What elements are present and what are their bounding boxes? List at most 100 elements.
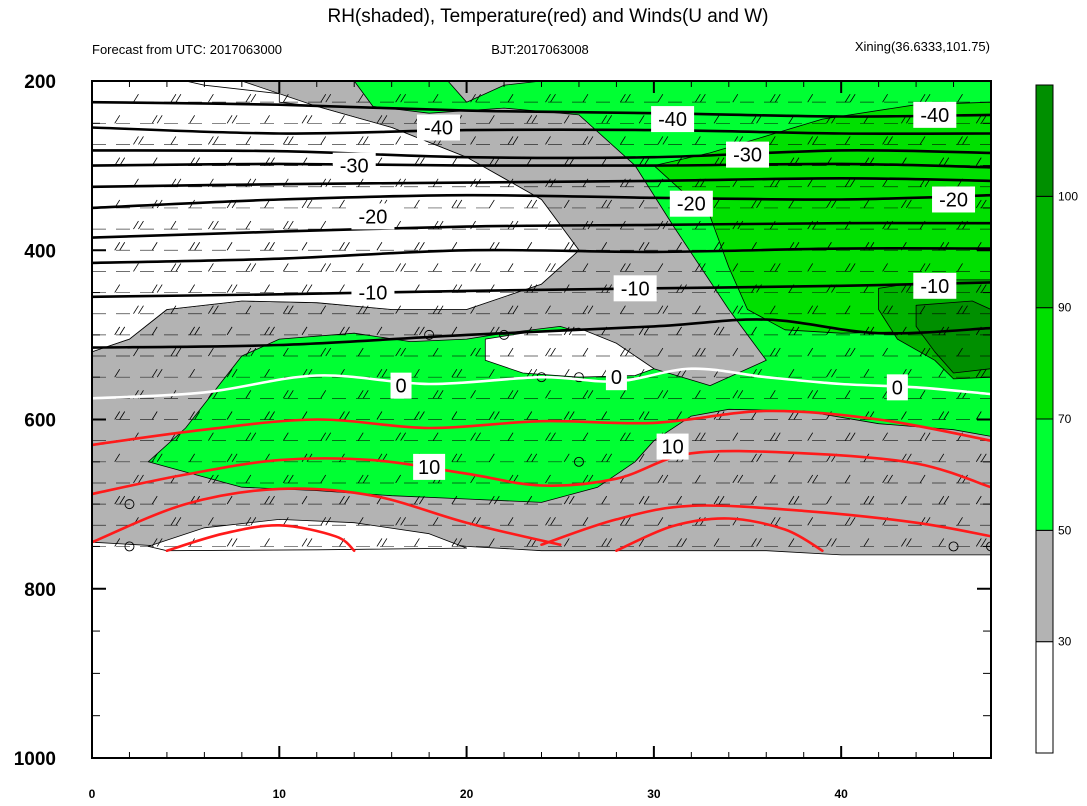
station-label: Xining(36.6333,101.75) bbox=[855, 39, 990, 54]
contour-label-text: 0 bbox=[395, 376, 406, 398]
temperature-contours bbox=[92, 100, 991, 552]
contour-label-text: -30 bbox=[733, 145, 762, 167]
contour-label: -20 bbox=[669, 190, 713, 217]
isotherm--20-5 bbox=[92, 193, 991, 210]
y-tick-label: 200 bbox=[24, 72, 56, 93]
isotherm-0-9 bbox=[92, 318, 991, 349]
rh-region-green_darkest-7 bbox=[915, 300, 991, 374]
calm-wind-marker bbox=[124, 541, 135, 552]
isotherm--30-3 bbox=[92, 162, 991, 169]
x-tick-label: 30 bbox=[647, 787, 661, 801]
wind-barb-row-375 bbox=[92, 220, 991, 230]
contour-label-text: -30 bbox=[340, 156, 369, 178]
contour-label-text: 0 bbox=[892, 377, 903, 399]
chart-title: RH(shaded), Temperature(red) and Winds(U… bbox=[327, 6, 768, 27]
contour-label: -30 bbox=[332, 152, 376, 179]
contour-label-text: -20 bbox=[677, 194, 706, 216]
wind-barb-row-750 bbox=[92, 538, 991, 547]
contour-label: -30 bbox=[726, 141, 770, 168]
isotherm-10-14 bbox=[540, 504, 991, 546]
isotherm--20-4 bbox=[92, 176, 991, 189]
contour-label-text: -40 bbox=[658, 109, 687, 131]
contour-label-text: 0 bbox=[611, 367, 622, 389]
contour-labels: -40 -40 -40 -30 -30 -20 -20 -20 -10 -10 -10 0 0 0 10 10 bbox=[332, 101, 976, 480]
isotherm-10-12 bbox=[92, 449, 991, 496]
forecast-label: Forecast from UTC: 2017063000 bbox=[92, 42, 282, 57]
colorbar-label: 30 bbox=[1058, 635, 1072, 649]
calm-wind-marker bbox=[424, 329, 435, 340]
colorbar-bin bbox=[1035, 641, 1054, 754]
wind-barb-row-475 bbox=[92, 305, 991, 315]
calm-wind-marker bbox=[499, 329, 509, 340]
colorbar-bin bbox=[1035, 307, 1054, 420]
contour-label-text: 10 bbox=[661, 437, 683, 459]
isotherm--10-6 bbox=[92, 221, 991, 239]
y-tick-label: 800 bbox=[24, 580, 56, 601]
x-tick-label: 20 bbox=[460, 787, 474, 801]
wind-barb-row-650 bbox=[92, 453, 991, 463]
calm-wind-marker bbox=[124, 499, 135, 510]
bjt-label: BJT:2017063008 bbox=[491, 42, 589, 57]
contour-label: -40 bbox=[416, 114, 460, 141]
y-tick-label: 1000 bbox=[14, 749, 56, 770]
contour-label-text: -20 bbox=[358, 206, 387, 228]
wind-barb-row-550 bbox=[92, 368, 991, 378]
contour-label-text: -40 bbox=[424, 118, 453, 140]
wind-barb-row-300 bbox=[92, 157, 991, 166]
y-tick-label: 400 bbox=[24, 241, 56, 262]
contour-label: 0 bbox=[390, 372, 412, 399]
colorbar-label: 50 bbox=[1058, 523, 1072, 537]
rh-region-white-2 bbox=[147, 519, 468, 552]
colorbar-label: 70 bbox=[1058, 412, 1072, 426]
isotherm--40-0 bbox=[92, 100, 991, 118]
contour-label-text: -20 bbox=[939, 189, 968, 211]
isotherm--30-2 bbox=[92, 148, 991, 160]
contour-label: -10 bbox=[913, 272, 957, 299]
contour-label: -40 bbox=[651, 106, 695, 133]
colorbar: 30 50 70 90 100 bbox=[1035, 84, 1078, 754]
calm-wind-marker bbox=[574, 372, 584, 383]
colorbar-bin bbox=[1035, 529, 1054, 643]
isotherm-10-11 bbox=[92, 409, 991, 447]
isotherm-10-16 bbox=[615, 517, 824, 552]
contour-label-text: -10 bbox=[621, 278, 650, 300]
isotherm--10-8 bbox=[92, 281, 991, 299]
rh-shading bbox=[92, 81, 991, 556]
colorbar-bin bbox=[1035, 195, 1054, 309]
contour-label-text: -10 bbox=[358, 283, 387, 305]
wind-barb-row-600 bbox=[92, 411, 991, 420]
isotherm-10-13 bbox=[92, 487, 562, 546]
y-tick-label: 600 bbox=[24, 411, 56, 432]
isotherm--40-1 bbox=[92, 126, 991, 136]
x-tick-label: 0 bbox=[89, 787, 96, 801]
colorbar-bin bbox=[1035, 84, 1054, 197]
contour-label: -10 bbox=[613, 275, 657, 302]
x-tick-label: 10 bbox=[273, 787, 287, 801]
colorbar-label: 90 bbox=[1058, 301, 1072, 315]
isotherm-0-10 bbox=[92, 367, 991, 400]
contour-label: -20 bbox=[932, 186, 976, 213]
calm-wind-marker bbox=[948, 541, 959, 552]
contour-label: -40 bbox=[913, 101, 957, 128]
wind-barb-row-525 bbox=[92, 347, 991, 357]
contour-label: 10 bbox=[413, 453, 446, 480]
contour-label-text: -10 bbox=[920, 276, 949, 298]
contour-label: 10 bbox=[656, 433, 689, 460]
wind-barb-row-425 bbox=[92, 263, 991, 272]
isotherm--10-7 bbox=[92, 247, 991, 265]
contour-label: -20 bbox=[351, 203, 395, 230]
x-tick-label: 40 bbox=[834, 787, 848, 801]
contour-label: -10 bbox=[351, 279, 395, 306]
calm-wind-marker bbox=[574, 456, 584, 467]
wind-barb-row-225 bbox=[92, 93, 991, 103]
contour-label-text: 10 bbox=[418, 457, 440, 479]
colorbar-bin bbox=[1035, 418, 1054, 531]
wind-barb-row-625 bbox=[92, 432, 991, 442]
wind-barb-field bbox=[92, 93, 991, 552]
contour-label-text: -40 bbox=[920, 105, 949, 127]
contour-label: 0 bbox=[605, 364, 627, 391]
colorbar-label: 100 bbox=[1058, 189, 1078, 203]
isotherm-10-15 bbox=[165, 523, 356, 552]
